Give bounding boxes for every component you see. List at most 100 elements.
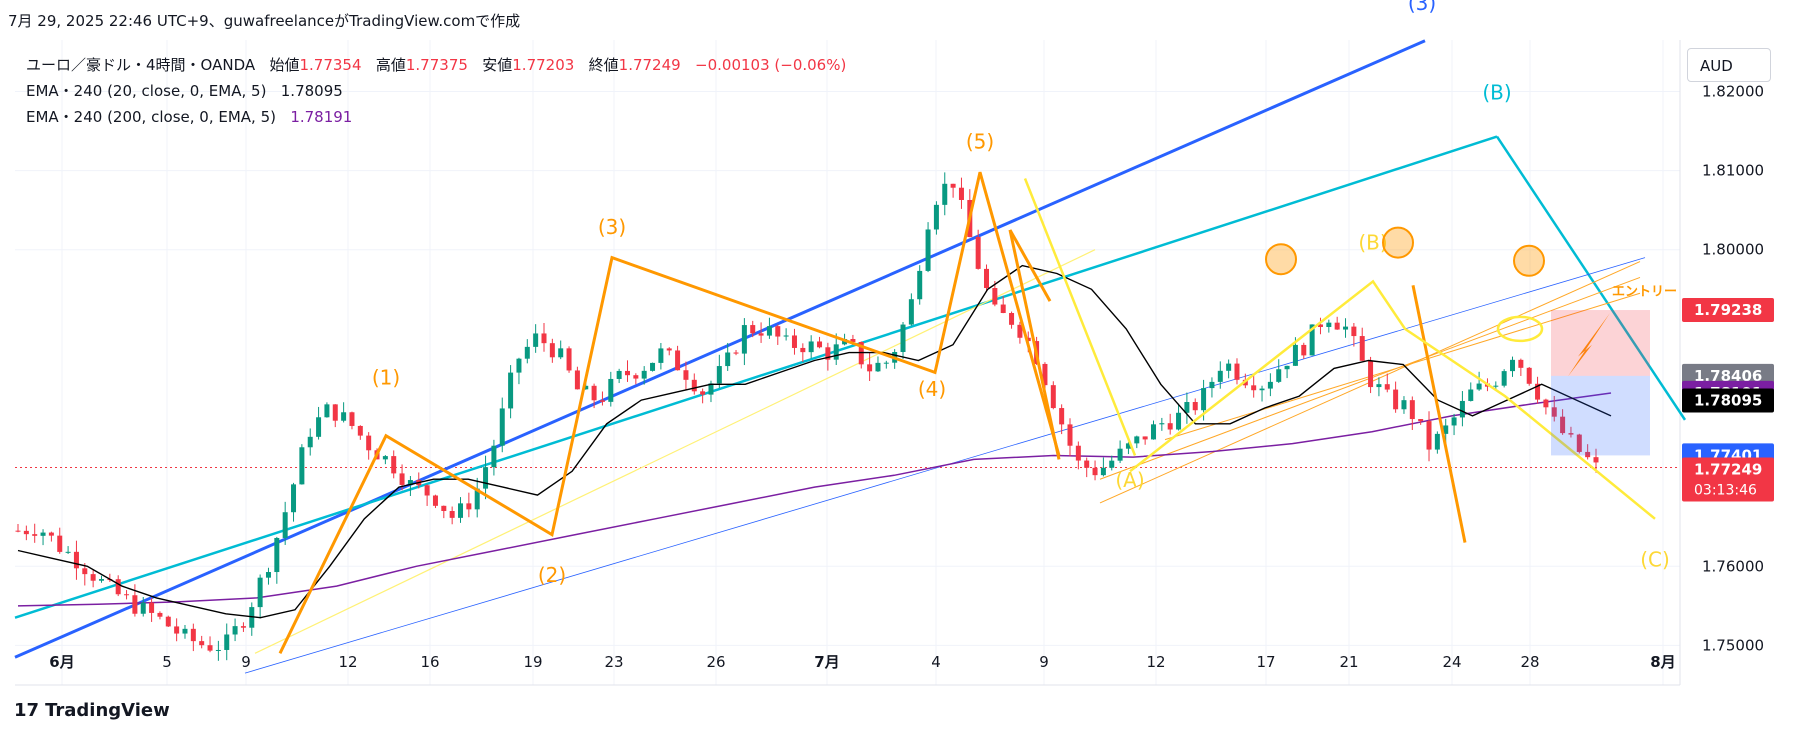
candle-body — [992, 288, 998, 305]
candle-body — [1176, 412, 1182, 430]
change-value: −0.00103 (−0.06%) — [695, 56, 847, 74]
wave-label: (C) — [1640, 547, 1670, 571]
circle-markers[interactable] — [1265, 226, 1545, 343]
price-tag-box — [1682, 457, 1774, 502]
price-axis[interactable]: 1.82000 1.81000 1.80000 1.76000 1.75000 — [1702, 82, 1764, 654]
currency-selector[interactable]: AUD — [1687, 48, 1771, 82]
yellow-wave-abc — [1129, 279, 1656, 520]
candle-body — [190, 628, 196, 642]
candle-body — [90, 574, 96, 581]
candle-body — [1109, 460, 1115, 468]
cyan-down-line — [1495, 135, 1687, 421]
candle-body — [1167, 423, 1173, 430]
yellow-ellipse — [1496, 315, 1544, 343]
candle-body — [1493, 385, 1499, 387]
ema200-line — [17, 392, 1612, 607]
candle-body — [1084, 460, 1090, 468]
tradingview-logo[interactable]: 17 TradingView — [14, 700, 170, 721]
candle-body — [15, 530, 21, 532]
ema200-value: 1.78191 — [290, 108, 353, 126]
x-tick-label: 9 — [1039, 653, 1049, 671]
candle-body — [1401, 400, 1407, 410]
time-axis[interactable]: 6月 5 9 12 16 19 23 26 7月 4 9 12 17 21 24 28 8月 — [49, 653, 1675, 671]
candle-body — [750, 325, 756, 334]
candle-body — [1576, 434, 1582, 452]
circle-marker — [1265, 243, 1297, 276]
candle-body — [658, 348, 664, 363]
candle-body — [282, 512, 288, 538]
candle-body — [1443, 425, 1449, 434]
candle-body — [716, 366, 722, 384]
candle-body — [1067, 424, 1073, 446]
candle-body — [1317, 324, 1323, 327]
candle-body — [666, 348, 672, 351]
candle-body — [883, 362, 889, 364]
candle-body — [867, 364, 873, 372]
candle-body — [332, 404, 338, 421]
candle-body — [566, 348, 572, 371]
candle-body — [399, 473, 405, 485]
elliott-waves[interactable]: (1)(2)(3)(4)(5)(A)(B)(C)(B)(3)エントリー — [278, 0, 1677, 655]
brand-name: TradingView — [45, 700, 170, 721]
x-tick-label: 6月 — [49, 653, 74, 671]
candle-body — [1359, 336, 1365, 361]
candle-body — [1501, 371, 1507, 386]
x-tick-label: 4 — [931, 653, 941, 671]
candle-body — [1150, 424, 1156, 440]
position-tool[interactable] — [1551, 310, 1650, 456]
orange-wave-path — [278, 171, 1061, 655]
entry-label: エントリー — [1612, 285, 1677, 300]
ema20-value: 1.78095 — [280, 82, 343, 100]
close-value: 1.77249 — [618, 56, 681, 74]
candle-body — [942, 183, 948, 205]
ema20-line — [17, 264, 1612, 619]
x-tick-label: 5 — [162, 653, 172, 671]
candle-body — [1125, 443, 1131, 449]
grid-lines — [15, 40, 1680, 685]
candle-body — [508, 372, 514, 409]
candle-body — [474, 488, 480, 510]
candle-body — [341, 412, 347, 421]
candle-body — [524, 346, 530, 359]
open-value: 1.77354 — [299, 56, 362, 74]
ema20-label: EMA・240 (20, close, 0, EMA, 5) — [26, 82, 267, 100]
candle-body — [1543, 399, 1549, 408]
candle-body — [1092, 467, 1098, 476]
stop-zone — [1551, 310, 1650, 376]
candle-body — [232, 626, 238, 635]
x-tick-label: 23 — [604, 653, 623, 671]
candle-body — [691, 379, 697, 392]
candle-body — [817, 341, 823, 348]
chart-legend: ユーロ／豪ドル・4時間・OANDA 始値1.77354 高値1.77375 安値… — [26, 52, 846, 130]
candle-body — [1468, 389, 1474, 401]
countdown-label: 03:13:46 — [1694, 482, 1757, 498]
candle-body — [1050, 385, 1056, 409]
symbol-label[interactable]: ユーロ／豪ドル・4時間・OANDA — [26, 56, 256, 74]
candle-body — [174, 626, 180, 634]
trendlines[interactable] — [14, 39, 1687, 674]
candle-body — [583, 385, 589, 390]
yellow-wave-1 — [1023, 178, 1137, 456]
candle-body — [1251, 385, 1257, 391]
candle-body — [708, 383, 714, 395]
y-tick-label: 1.81000 — [1702, 162, 1764, 180]
candle-body — [432, 495, 438, 506]
candle-body — [124, 594, 130, 596]
candle-body — [1426, 421, 1432, 450]
legend-ema20-row[interactable]: EMA・240 (20, close, 0, EMA, 5) 1.78095 — [26, 78, 846, 104]
candle-body — [257, 577, 263, 608]
candle-body — [307, 436, 313, 448]
candle-body — [933, 204, 939, 230]
candle-body — [1434, 433, 1440, 450]
blue-trendline — [14, 39, 1426, 659]
candle-body — [483, 467, 489, 489]
candle-body — [1184, 402, 1190, 413]
price-tag-value: 1.78406 — [1694, 367, 1762, 385]
candle-body — [558, 348, 564, 358]
candle-body — [958, 187, 964, 200]
price-tag-box — [1682, 298, 1774, 323]
price-tags: 1.792381.784061.781911.780951.774011.772… — [1682, 298, 1774, 502]
circle-marker — [1382, 226, 1414, 259]
legend-ema200-row[interactable]: EMA・240 (200, close, 0, EMA, 5) 1.78191 — [26, 104, 846, 130]
